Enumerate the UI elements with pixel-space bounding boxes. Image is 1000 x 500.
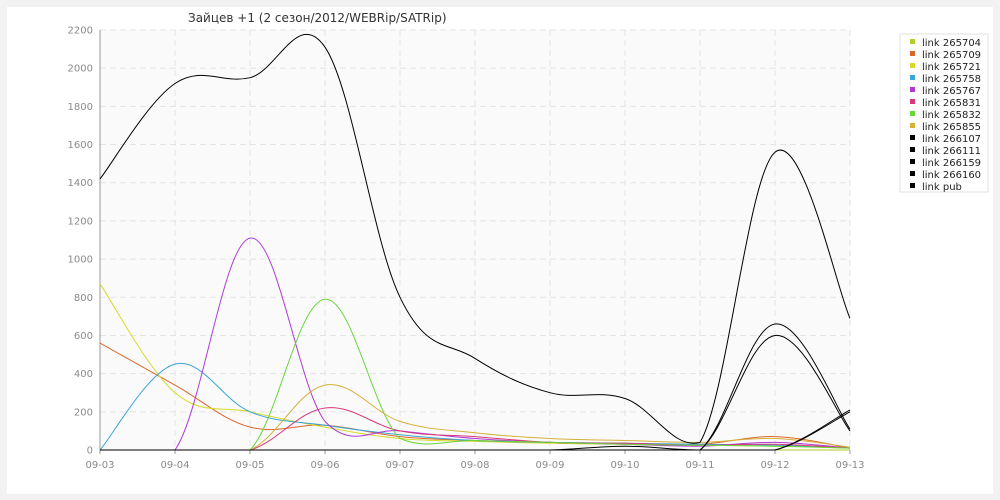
legend-entry: link 266160 [922,170,981,181]
legend-swatch [910,87,915,92]
series-line-link-266107 [99,33,851,444]
y-tick-label: 600 [74,331,93,342]
legend-swatch [910,99,915,104]
x-tick-label: 09-13 [835,460,864,471]
legend-entry: link 266111 [922,146,981,157]
x-tick-label: 09-05 [235,460,264,471]
y-tick-label: 200 [74,407,93,418]
y-tick-label: 800 [74,293,93,304]
chart-title: Зайцев +1 (2 сезон/2012/WEBRip/SATRip) [188,11,447,25]
legend-swatch [910,171,915,176]
y-tick-label: 1400 [68,178,93,189]
y-tick-label: 1000 [68,255,93,266]
y-tick-label: 2200 [68,26,93,37]
legend-swatch [910,135,915,140]
x-tick-label: 09-12 [760,460,789,471]
legend-entry: link 266159 [922,158,981,169]
legend-entry: link 265767 [922,86,981,97]
legend-entry: link 265709 [922,50,981,61]
x-tick-label: 09-10 [610,460,639,471]
x-tick-label: 09-07 [385,460,414,471]
x-tick-label: 09-03 [85,460,114,471]
legend-entry: link 265704 [922,38,981,49]
legend-entry: link 266107 [922,134,981,145]
legend-swatch [910,75,915,80]
legend-swatch [910,63,915,68]
y-tick-label: 0 [87,446,93,457]
legend-swatch [910,123,915,128]
y-tick-label: 2000 [68,64,93,75]
legend-entry: link 265721 [922,62,981,73]
legend-swatch [910,183,915,188]
legend-swatch [910,51,915,56]
x-tick-label: 09-06 [310,460,339,471]
series-line-link-pub [99,411,851,451]
legend-entry: link pub [922,182,962,193]
series-line-link-265758 [99,362,851,451]
series-lines [99,33,851,451]
legend-entry: link 265758 [922,74,981,85]
legend-entry: link 265832 [922,110,981,121]
y-tick-label: 400 [74,369,93,380]
legend-swatch [910,147,915,152]
y-tick-label: 1600 [68,140,93,151]
y-tick-label: 1200 [68,216,93,227]
y-tick-label: 1800 [68,102,93,113]
legend-swatch [910,159,915,164]
x-tick-label: 09-09 [535,460,564,471]
x-tick-label: 09-04 [160,460,189,471]
legend-entry: link 265855 [922,122,981,133]
x-tick-label: 09-11 [685,460,714,471]
legend-swatch [910,111,915,116]
legend-swatch [910,39,915,44]
legend-entry: link 265831 [922,98,981,109]
x-tick-label: 09-08 [460,460,489,471]
grid [99,29,851,451]
